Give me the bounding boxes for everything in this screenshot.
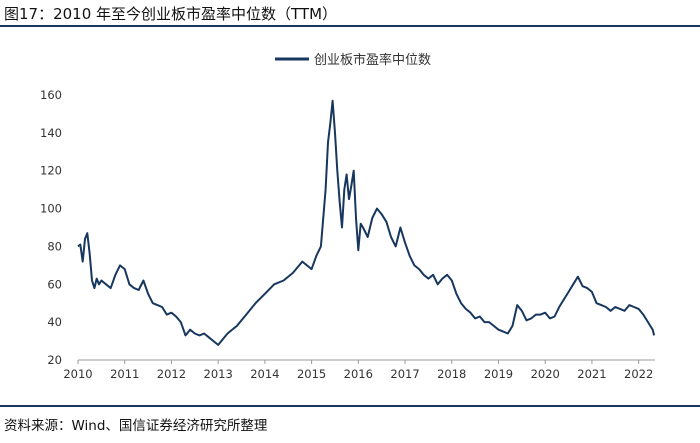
x-tick-label: 2011 (110, 367, 139, 381)
x-tick-label: 2022 (624, 367, 653, 381)
source-note: 资料来源：Wind、国信证券经济研究所整理 (4, 418, 268, 434)
x-tick-label: 2016 (344, 367, 373, 381)
x-tick-label: 2012 (157, 367, 186, 381)
source-divider (0, 405, 700, 407)
y-tick-label: 60 (47, 277, 62, 291)
x-tick-label: 2013 (204, 367, 233, 381)
y-tick-label: 160 (40, 88, 62, 102)
series-line-pe-median (77, 99, 656, 346)
x-axis: 2010 2011 2012 2013 2014 2015 2016 2017 2018 2019… (63, 359, 655, 381)
y-tick-label: 20 (47, 353, 62, 367)
y-tick-label: 100 (40, 202, 62, 216)
x-tick-label: 2021 (577, 367, 606, 381)
x-tick-label: 2017 (390, 367, 419, 381)
legend-label: 创业板市盈率中位数 (314, 52, 431, 68)
x-tick-label: 2018 (437, 367, 466, 381)
figure-title-bar: 图17：2010 年至今创业板市盈率中位数（TTM） (0, 0, 700, 27)
x-tick-label: 2014 (250, 367, 279, 381)
figure-title: 图17：2010 年至今创业板市盈率中位数（TTM） (4, 5, 338, 23)
y-axis: 20 40 60 80 100 120 140 160 (40, 88, 62, 367)
y-tick-label: 140 (40, 126, 62, 140)
x-tick-label: 2019 (484, 367, 513, 381)
y-tick-label: 40 (47, 315, 62, 329)
x-tick-label: 2010 (63, 367, 92, 381)
x-tick-label: 2020 (531, 367, 560, 381)
chart-legend: 创业板市盈率中位数 (275, 52, 431, 68)
y-tick-label: 80 (47, 239, 62, 253)
x-tick-label: 2015 (297, 367, 326, 381)
y-tick-label: 120 (40, 164, 62, 178)
